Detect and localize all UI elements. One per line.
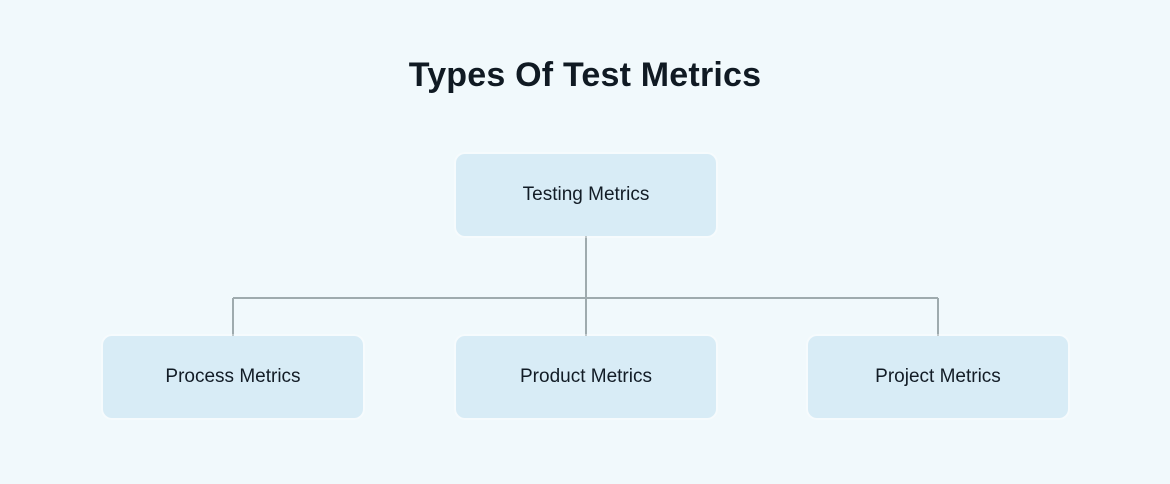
node-testing-metrics-label: Testing Metrics — [522, 184, 650, 205]
node-project-metrics: Project Metrics — [808, 336, 1068, 418]
node-process-metrics-label: Process Metrics — [165, 366, 301, 387]
node-testing-metrics: Testing Metrics — [456, 154, 716, 236]
node-project-metrics-label: Project Metrics — [875, 366, 1001, 387]
page-title: Types Of Test Metrics — [408, 56, 762, 94]
node-product-metrics-label: Product Metrics — [520, 366, 652, 387]
node-product-metrics: Product Metrics — [456, 336, 716, 418]
node-process-metrics: Process Metrics — [103, 336, 363, 418]
